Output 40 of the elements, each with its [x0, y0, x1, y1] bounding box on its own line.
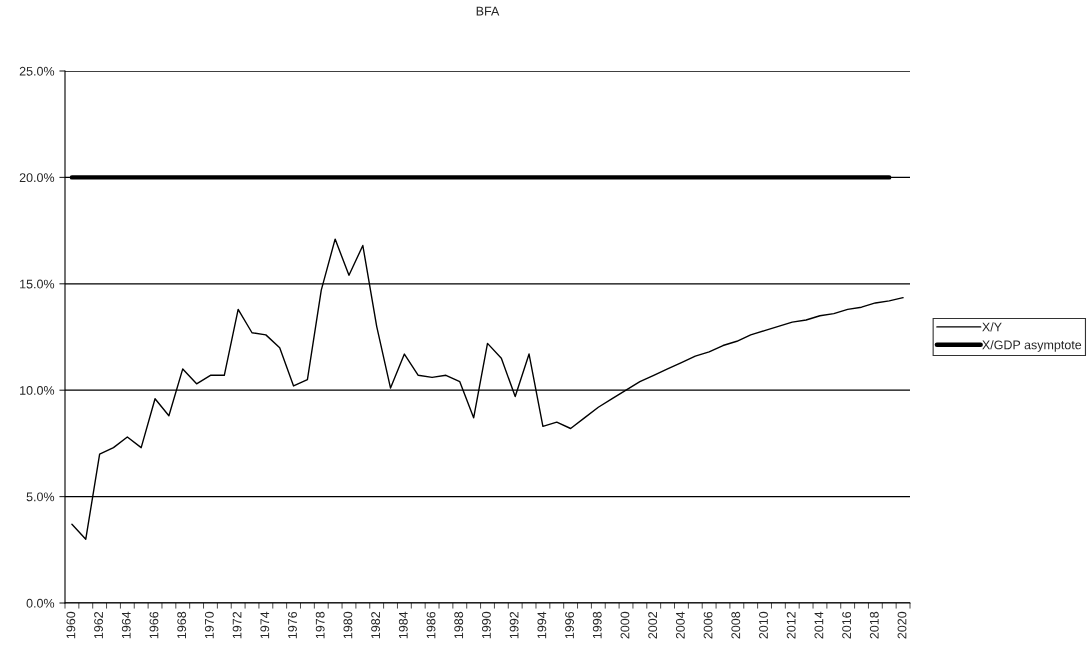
- x-tick-label: 1970: [204, 611, 214, 639]
- y-tick-label: 20.0%: [19, 173, 55, 183]
- y-tick-label: 25.0%: [19, 66, 55, 76]
- x-tick-label: 1964: [121, 611, 131, 639]
- x-tick-label: 2012: [786, 611, 796, 639]
- x-tick-label: 1986: [426, 611, 436, 639]
- x-tick-label: 1976: [288, 611, 297, 639]
- x-tick-label: 2018: [869, 611, 879, 639]
- x-tick-label: 1998: [592, 611, 602, 639]
- y-tick-label: 10.0%: [20, 386, 55, 395]
- x-tick-label: 1978: [315, 611, 325, 639]
- x-tick-label: 1966: [149, 611, 159, 639]
- x-tick-label: 1990: [482, 611, 491, 639]
- x-tick-label: 1984: [398, 611, 408, 639]
- x-tick-label: 1962: [94, 611, 103, 639]
- x-tick-label: 2002: [648, 611, 658, 639]
- x-tick-label: 2006: [703, 611, 713, 639]
- y-tick-label: 15.0%: [20, 279, 55, 289]
- x-tick-label: 1988: [454, 611, 464, 639]
- y-tick-label: 5.0%: [26, 492, 55, 502]
- legend-label: X/GDP asymptote: [982, 340, 1082, 352]
- x-tick-label: 2014: [814, 611, 824, 639]
- x-tick-label: 1982: [371, 611, 381, 639]
- x-tick-label: 2016: [842, 611, 852, 639]
- x-tick-label: 1972: [232, 611, 242, 639]
- x-tick-label: 1980: [343, 611, 353, 639]
- y-tick-label: 0.0%: [26, 598, 55, 608]
- legend-label: X/Y: [982, 322, 1002, 332]
- chart-title: BFA: [476, 6, 500, 16]
- x-tick-label: 1992: [509, 611, 519, 639]
- x-tick-label: 1994: [537, 611, 547, 639]
- x-tick-label: 1996: [565, 611, 574, 639]
- x-tick-label: 2000: [620, 611, 630, 639]
- x-tick-label: 2010: [759, 611, 768, 639]
- x-tick-label: 2004: [675, 611, 685, 639]
- x-tick-label: 2020: [897, 611, 907, 639]
- x-tick-label: 1974: [260, 611, 270, 639]
- x-tick-label: 1960: [66, 611, 76, 639]
- x-tick-label: 1968: [177, 611, 187, 639]
- x-tick-label: 2008: [731, 611, 741, 639]
